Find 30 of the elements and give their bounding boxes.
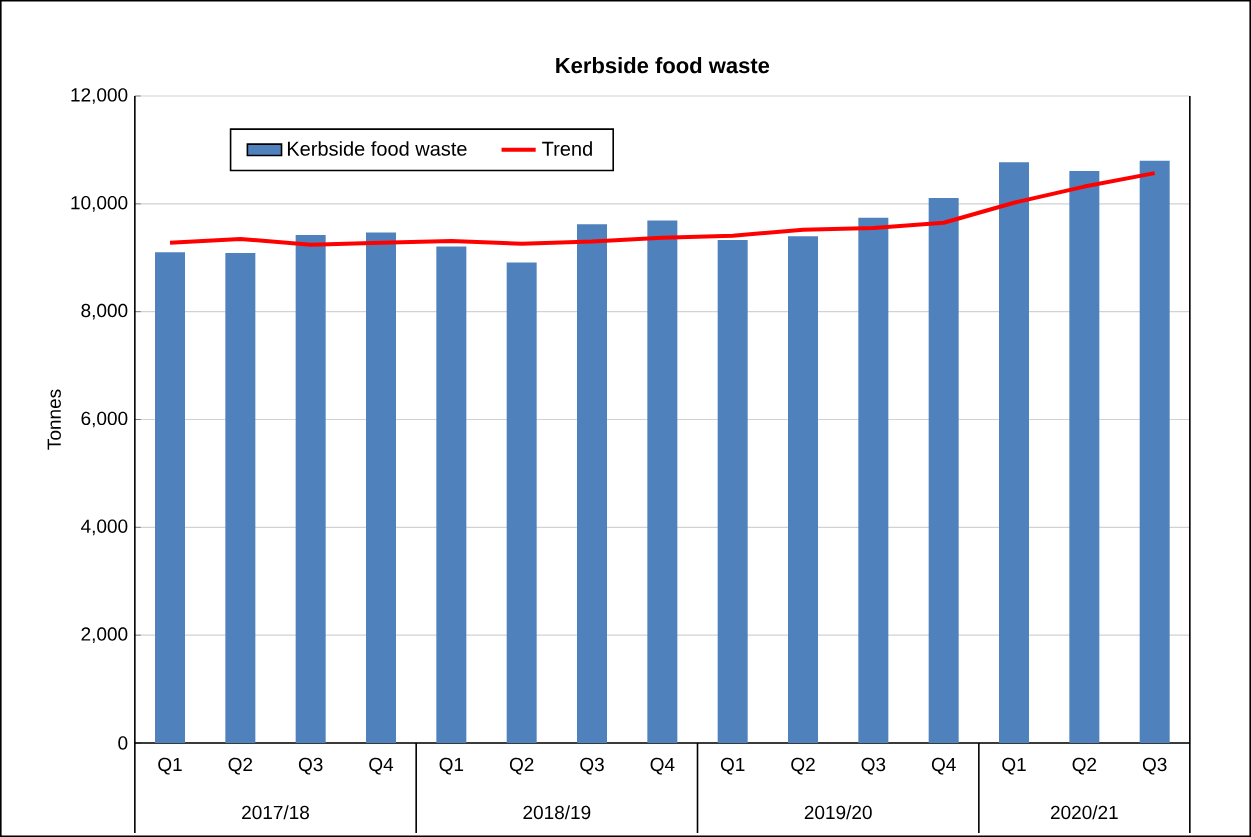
x-tick-label: Q2: [509, 757, 534, 775]
text: 2020/21: [1050, 805, 1118, 820]
x-tick-label: Q3: [861, 757, 886, 775]
y-tick-label: 2,000: [81, 627, 128, 644]
y-tick-label: 0: [118, 736, 128, 750]
legend-label: Kerbside food waste: [287, 141, 467, 156]
x-tick-label: Q1: [158, 757, 182, 775]
x-tick-label: Q2: [1072, 757, 1097, 775]
x-tick-label: Q3: [298, 757, 323, 775]
x-tick-label: Q2: [791, 757, 815, 775]
text: 2018/19: [523, 805, 591, 820]
y-axis-title: Tonnes: [47, 389, 61, 450]
x-tick-label: Q4: [650, 757, 675, 775]
y-tick-label: 8,000: [81, 303, 128, 320]
chart-title: Kerbside food waste: [556, 57, 770, 74]
y-tick-label: 10,000: [71, 195, 128, 212]
x-tick-label: Q3: [1142, 757, 1167, 775]
x-tick-label: Q4: [931, 757, 956, 775]
x-tick-label: Q3: [580, 757, 604, 775]
x-tick-label: Q4: [369, 757, 394, 775]
y-tick-label: 4,000: [81, 519, 128, 536]
x-tick-label: Q1: [1002, 757, 1026, 775]
text: 2019/20: [804, 805, 872, 820]
x-tick-label: Q1: [439, 757, 464, 775]
text: 2017/18: [242, 805, 310, 820]
y-tick-label: 12,000: [71, 88, 128, 104]
x-tick-label: Q2: [228, 757, 253, 775]
legend-label: Trend: [542, 141, 592, 156]
y-tick-label: 6,000: [81, 411, 128, 428]
x-tick-label: Q1: [720, 757, 745, 775]
